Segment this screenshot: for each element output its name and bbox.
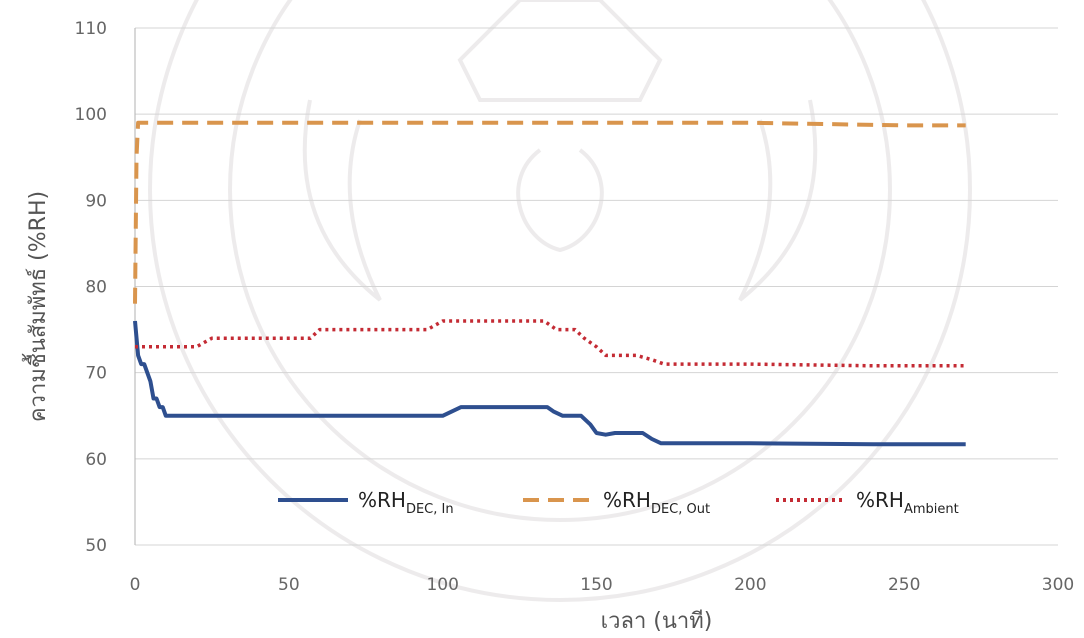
- x-tick-label: 250: [888, 575, 920, 595]
- seal-inner-ring: [228, 0, 892, 522]
- x-tick-label: 100: [426, 575, 458, 595]
- tick-labels: 50 60 70 80 90 100 110 0 50 100 150 200 250 300: [75, 19, 1075, 595]
- seal-left-figure: [302, 99, 382, 302]
- legend-label-subscript: DEC, Out: [651, 502, 710, 517]
- y-axis-title: ความชื้นสัมพัทธ์ (%RH): [22, 191, 51, 422]
- gridlines: [135, 27, 1058, 546]
- x-axis-title: เวลา (นาที): [601, 609, 713, 634]
- data-series: [133, 120, 966, 447]
- legend-label-subscript: Ambient: [904, 502, 959, 517]
- y-tick-label: 110: [75, 19, 107, 39]
- series-line-rh-ambient: [135, 319, 966, 368]
- x-tick-label: 300: [1042, 575, 1074, 595]
- y-tick-label: 100: [75, 105, 107, 125]
- legend-label-subscript: DEC, In: [406, 502, 454, 517]
- y-tick-label: 70: [85, 364, 107, 384]
- legend-label: %RHDEC, In: [358, 488, 454, 517]
- legend-label: %RHAmbient: [856, 488, 959, 517]
- legend-label-main: %RH: [358, 488, 406, 512]
- seal-right-figure: [738, 99, 818, 302]
- seal-center-emblem: [516, 148, 604, 253]
- y-tick-label: 60: [85, 450, 107, 470]
- series-line-rh-dec-in: [133, 320, 966, 447]
- legend-label-main: %RH: [856, 488, 904, 512]
- y-tick-label: 90: [85, 191, 107, 211]
- seal-crown-shape: [457, 0, 663, 102]
- x-tick-label: 0: [130, 575, 141, 595]
- seal-outer-ring: [148, 0, 972, 602]
- x-tick-label: 200: [734, 575, 766, 595]
- y-tick-label: 80: [85, 278, 107, 298]
- legend: %RHDEC, In %RHDEC, Out %RHAmbient: [278, 488, 959, 517]
- legend-label-main: %RH: [603, 488, 651, 512]
- university-seal-watermark: [148, 0, 972, 602]
- series-line-rh-dec-out: [133, 120, 966, 304]
- x-tick-label: 50: [278, 575, 300, 595]
- x-tick-label: 150: [580, 575, 612, 595]
- legend-label: %RHDEC, Out: [603, 488, 710, 517]
- y-tick-label: 50: [85, 536, 107, 556]
